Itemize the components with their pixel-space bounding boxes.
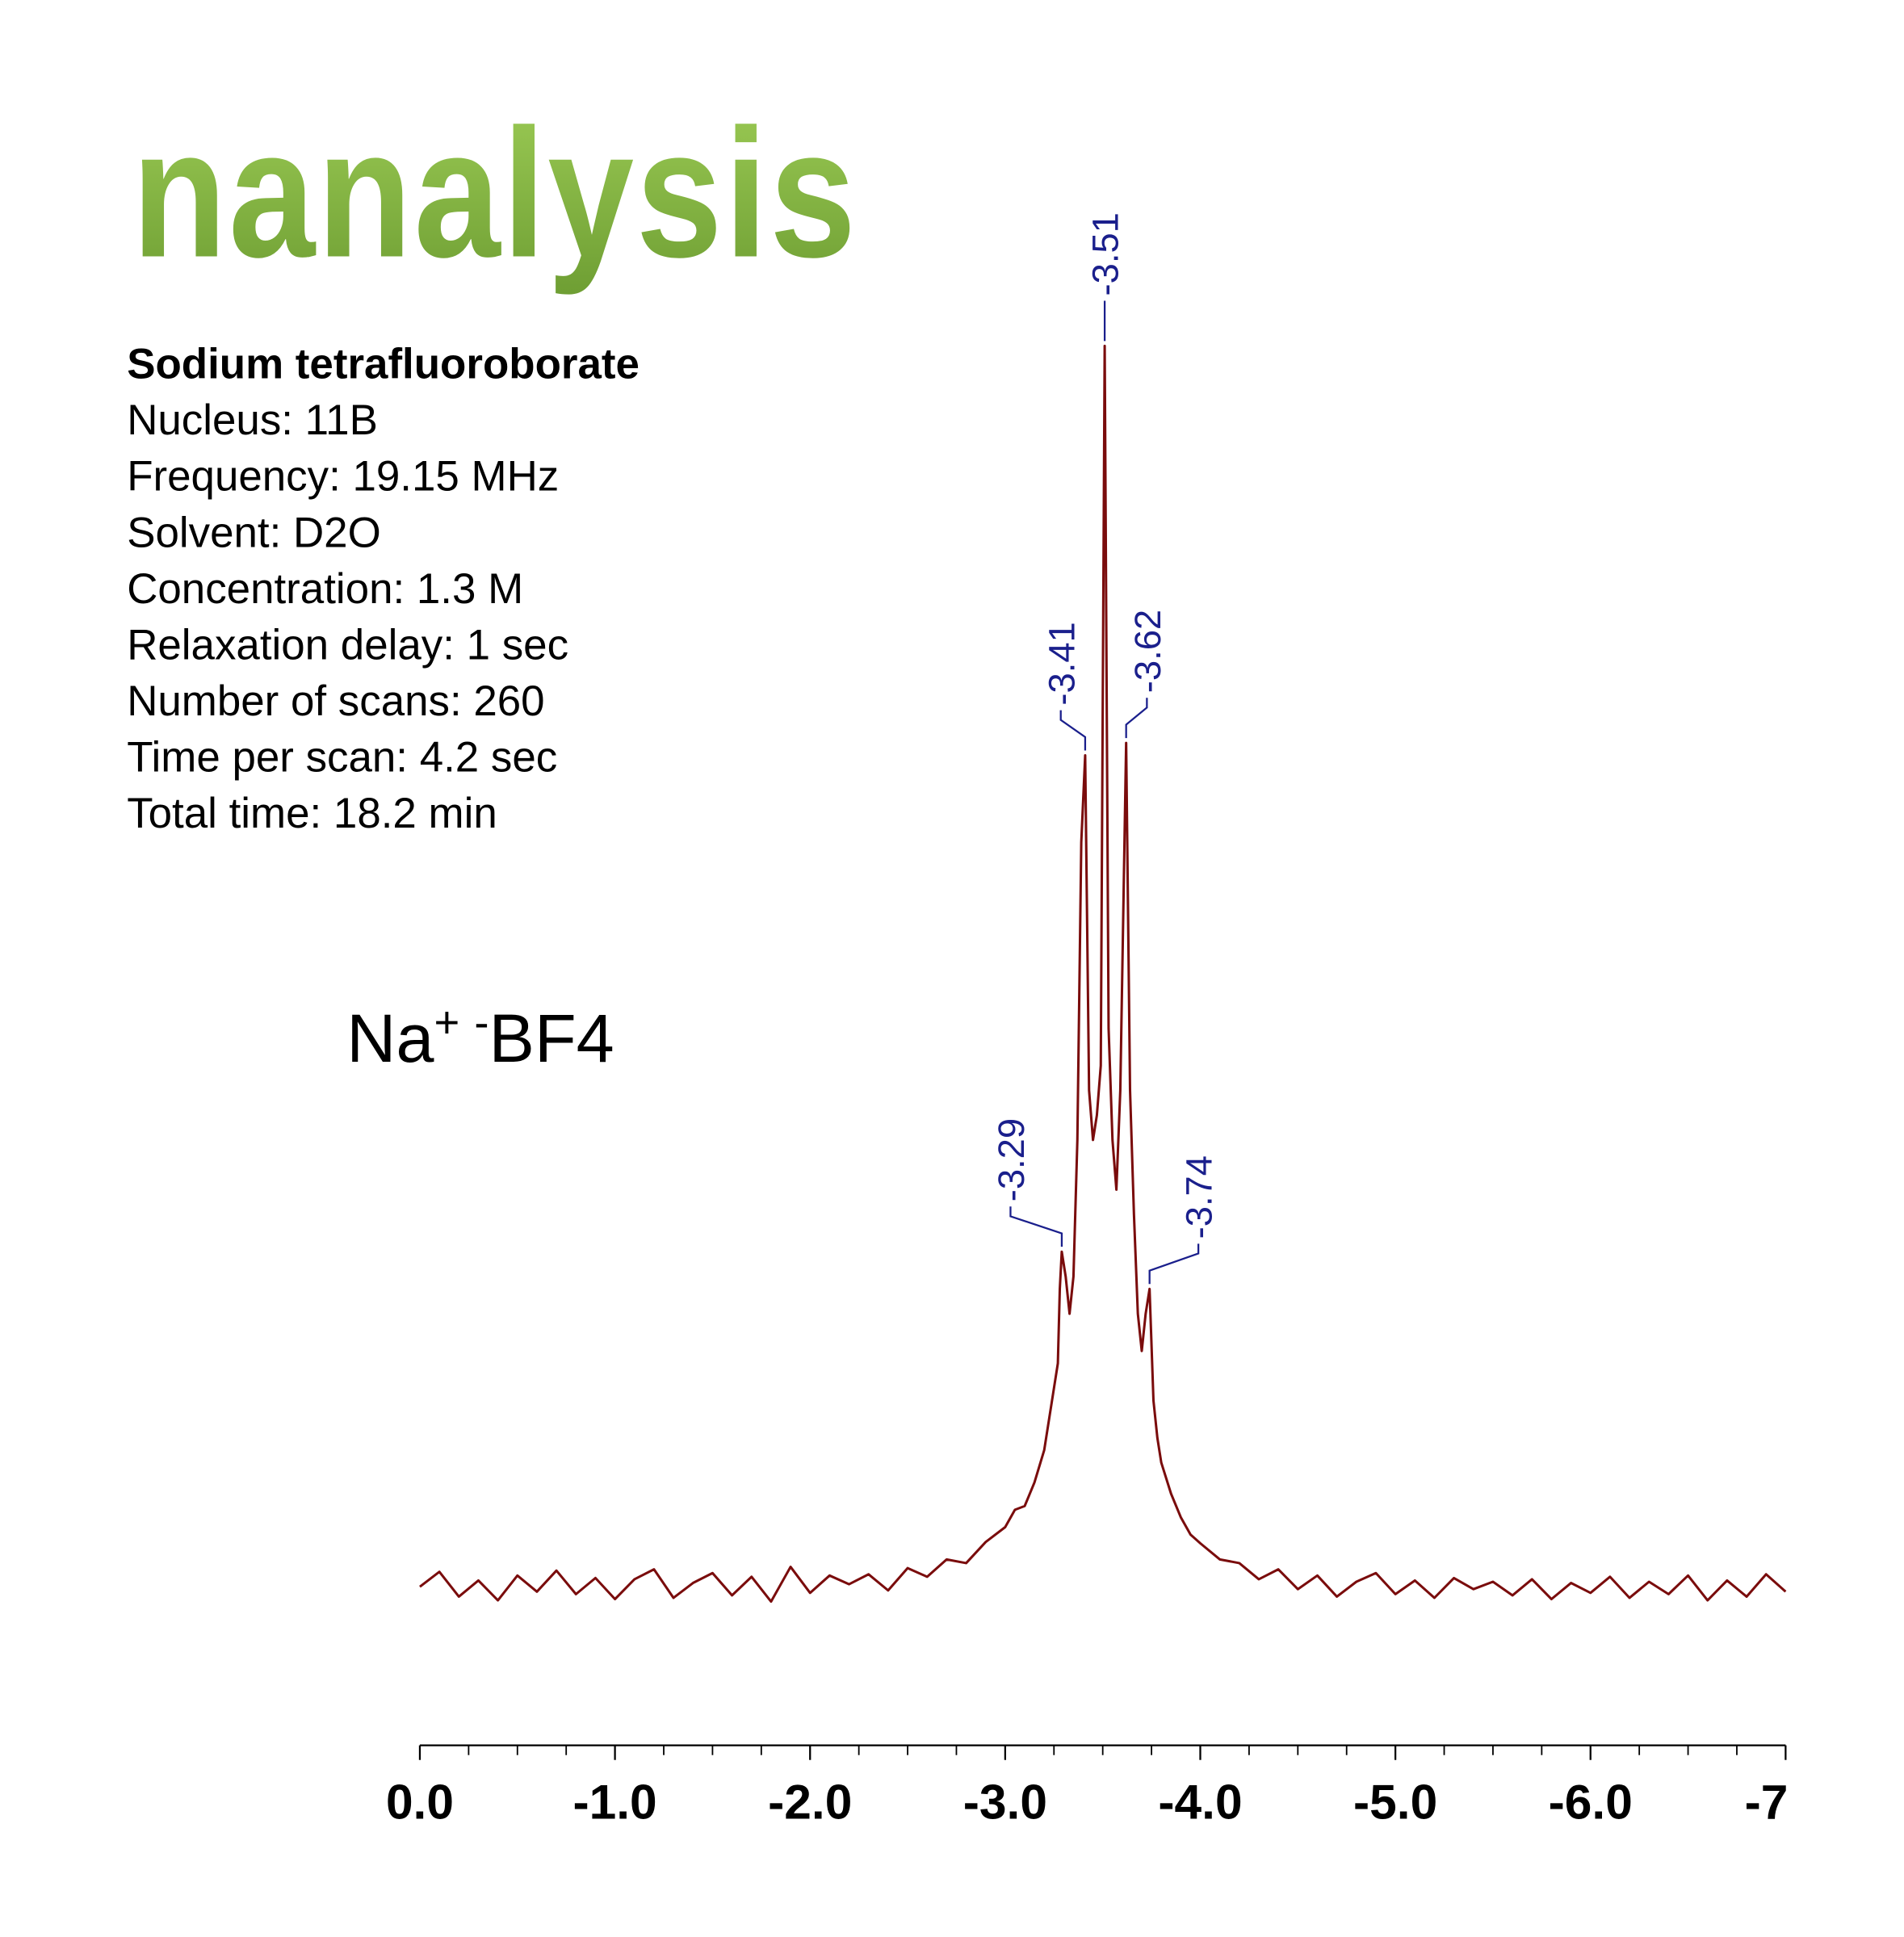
x-tick-label: -5.0 [1353, 1774, 1437, 1829]
info-line: Total time: 18.2 min [127, 790, 497, 837]
peak-label: -3.29 [991, 1118, 1032, 1201]
peak-label: -3.74 [1179, 1155, 1220, 1239]
peak-label: -3.51 [1085, 212, 1126, 296]
peak-label: -3.62 [1127, 610, 1168, 693]
peak-marker [1009, 1206, 1063, 1247]
peak-marker [1148, 1243, 1200, 1285]
anion: BF4 [489, 1000, 614, 1076]
x-tick-label: -6.0 [1549, 1774, 1633, 1829]
compound-formula: Na+ -BF4 [346, 998, 614, 1076]
info-line: Nucleus: 11B [127, 396, 378, 444]
info-title: Sodium tetrafluoroborate [127, 341, 640, 388]
x-tick-label: -1.0 [573, 1774, 657, 1829]
info-line: Relaxation delay: 1 sec [127, 621, 568, 669]
peak-marker [1059, 710, 1087, 751]
info-line: Time per scan: 4.2 sec [127, 733, 557, 781]
logo: nanalysis [132, 92, 858, 296]
info-lines: Nucleus: 11B Frequency: 19.15 MHz Solvent:… [127, 396, 568, 837]
info-line: Number of scans: 260 [127, 677, 544, 725]
x-tick-label: -3.0 [963, 1774, 1047, 1829]
peak-marker [1125, 698, 1148, 739]
info-line: Frequency: 19.15 MHz [127, 453, 559, 501]
cation: Na [346, 1000, 434, 1076]
spectrum-line [419, 344, 1787, 1604]
anion-charge: - [474, 998, 489, 1047]
info-line: Solvent: D2O [127, 509, 381, 556]
x-tick-label: -4.0 [1158, 1774, 1242, 1829]
x-tick-label: 0.0 [386, 1774, 454, 1829]
info-line: Concentration: 1.3 M [127, 565, 523, 613]
x-tick-label: -2.0 [768, 1774, 852, 1829]
x-tick-label: -7 [1745, 1774, 1789, 1829]
peak-label: -3.41 [1041, 622, 1082, 705]
cation-charge: + [434, 998, 459, 1047]
